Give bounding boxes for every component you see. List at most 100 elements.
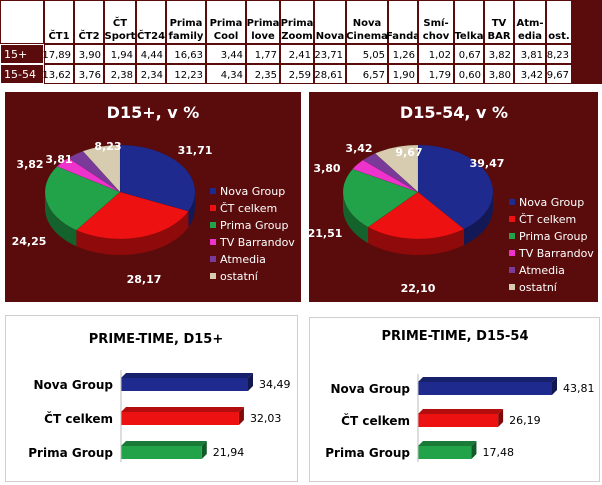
header-label: Smí- <box>423 17 448 29</box>
table-cell <box>388 64 418 84</box>
cell-value: 17,89 <box>42 50 71 61</box>
header-label: chov <box>423 31 450 42</box>
cell-value: 9,67 <box>547 70 569 81</box>
pie-data-label: 3,80 <box>313 162 340 175</box>
cell-value: 0,67 <box>459 50 481 61</box>
legend-swatch <box>509 199 515 205</box>
header-label: Sport <box>105 31 136 42</box>
pie-data-label: 9,67 <box>395 146 422 159</box>
bar-side <box>552 377 557 395</box>
bar-prima-group <box>418 446 472 459</box>
pie-slice-čt-celkem <box>367 191 465 240</box>
header-cell <box>166 0 206 44</box>
table-cell <box>418 44 454 64</box>
header-label: Cool <box>214 31 239 42</box>
bar-data-label: 26,19 <box>509 414 541 427</box>
header-label: Fanda <box>386 31 420 42</box>
bar-top <box>418 441 477 446</box>
bar-nova-group <box>418 382 552 395</box>
pie-data-label: 22,10 <box>401 282 436 295</box>
bar-top <box>121 441 207 446</box>
cell-value: 1,90 <box>393 70 415 81</box>
pie-slice-tv-barrandov <box>56 157 121 193</box>
category-label: Nova Group <box>330 382 410 396</box>
pie-chart-d15-54: D15-54, v % 39,47 22,10 21,51 3,80 3,42 9,67 No… <box>309 92 598 302</box>
pie-data-label: 8,23 <box>94 140 121 153</box>
chart-title: PRIME-TIME, D15-54 <box>381 329 528 344</box>
cell-value: 3,81 <box>521 50 543 61</box>
table-cell <box>246 64 280 84</box>
table-cell <box>166 44 206 64</box>
legend-swatch <box>210 205 216 211</box>
header-label: Telka <box>454 31 483 42</box>
legend-label: Prima Group <box>220 219 288 232</box>
pie-slice-side <box>464 192 493 246</box>
bar-side <box>498 409 504 427</box>
header-cell <box>206 0 246 44</box>
cell-value: 2,35 <box>255 70 277 81</box>
table-cell <box>166 64 206 84</box>
table-cell <box>104 64 136 84</box>
pie-data-label: 3,81 <box>45 153 72 166</box>
cell-value: 6,57 <box>363 70 385 81</box>
table-cell <box>454 64 484 84</box>
header-cell <box>454 0 484 44</box>
pie-slice-side <box>368 227 465 255</box>
category-label: ČT celkem <box>341 413 410 428</box>
cell-value: 1,79 <box>429 70 451 81</box>
table-cell <box>514 64 546 84</box>
header-label: ČT2 <box>78 29 99 42</box>
pie-slice-tv-barrandov <box>352 159 419 193</box>
table-cell <box>546 64 572 84</box>
cell-value: 4,44 <box>141 50 163 61</box>
bar-side <box>471 441 477 459</box>
pie-data-label: 39,47 <box>470 157 505 170</box>
header-label: Prima <box>247 18 280 29</box>
pie-slice-nova-group <box>119 144 196 212</box>
row-label-cell <box>0 64 44 84</box>
table-cell <box>104 44 136 64</box>
legend-swatch <box>210 273 216 279</box>
header-cell <box>280 0 314 44</box>
legend-swatch <box>210 188 216 194</box>
header-label: family <box>169 31 204 42</box>
bar-side <box>248 373 253 391</box>
legend-swatch <box>509 267 515 273</box>
bar-top <box>121 407 244 412</box>
legend-label: TV Barrandov <box>219 236 295 249</box>
header-cell <box>546 0 572 44</box>
header-label: ost. <box>548 31 569 42</box>
header-cell <box>136 0 166 44</box>
table-cell <box>314 64 346 84</box>
table-cell <box>484 64 514 84</box>
category-label: ČT celkem <box>44 411 113 426</box>
cell-value: 4,34 <box>221 70 243 81</box>
channel-share-table: ČT1 ČT2 ČT Sport ČT24 Prima family Prima Cool Pri… <box>0 0 602 84</box>
table-cell <box>206 64 246 84</box>
table-cell <box>418 64 454 84</box>
pie-slice-prima-group <box>44 166 121 231</box>
bar-top <box>418 409 504 414</box>
category-label: Nova Group <box>33 378 113 392</box>
table-cell <box>74 44 104 64</box>
header-label: love <box>251 31 275 42</box>
header-label: ČT1 <box>48 29 69 42</box>
header-cell <box>514 0 546 44</box>
pie-slice-prima-group <box>342 168 419 228</box>
header-cell <box>484 0 514 44</box>
chart-title: D15+, v % <box>107 103 200 122</box>
table-cell <box>346 44 388 64</box>
bar-nova-group <box>121 378 248 391</box>
header-label: Prima <box>281 18 314 29</box>
cell-value: 1,94 <box>111 50 133 61</box>
header-label: Atm- <box>516 18 543 29</box>
category-label: Prima Group <box>28 446 113 460</box>
pie-slice-atmedia <box>68 150 121 193</box>
table-cell <box>246 44 280 64</box>
cell-value: 3,82 <box>489 50 511 61</box>
pie-slice-čt-celkem <box>75 191 189 240</box>
cell-value: 2,34 <box>141 70 163 81</box>
bar-top <box>121 373 253 378</box>
cell-value: 2,59 <box>289 70 311 81</box>
header-label: Prima <box>170 18 203 29</box>
